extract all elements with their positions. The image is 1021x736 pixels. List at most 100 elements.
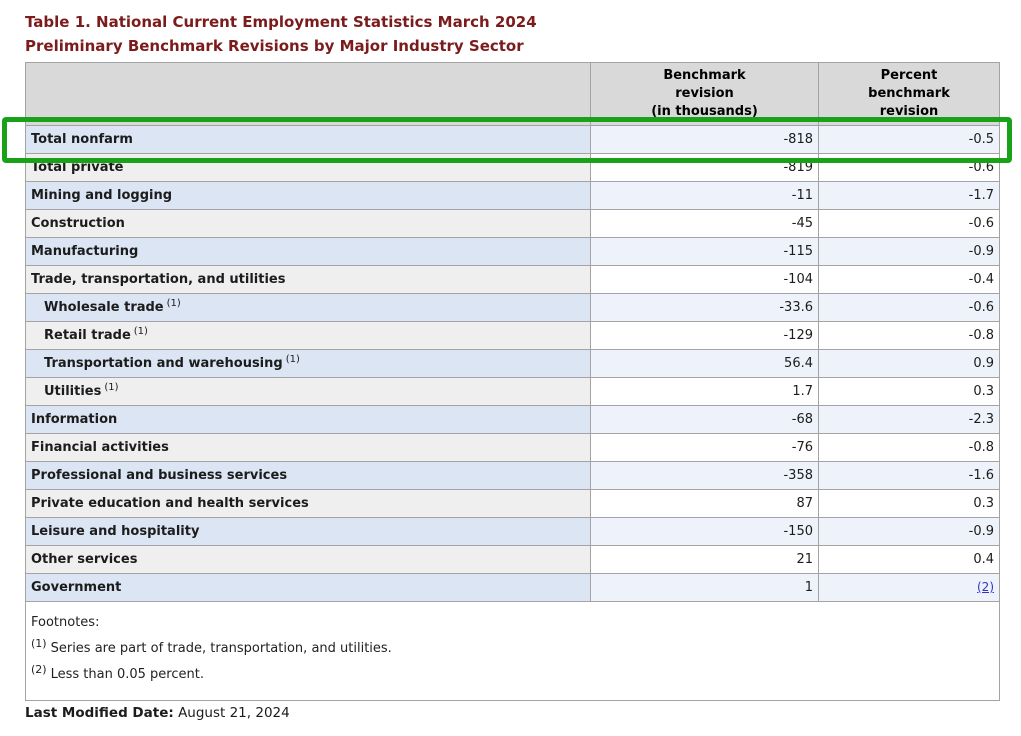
benchmark-revision-value: -358	[590, 461, 819, 490]
benchmark-revision-value: -68	[590, 405, 819, 434]
footnote-item: (2) Less than 0.05 percent.	[31, 662, 989, 688]
footnotes-row: Footnotes: (1) Series are part of trade, …	[25, 601, 1000, 701]
percent-revision-value: -0.8	[818, 321, 1000, 350]
row-label: Private education and health services	[25, 489, 591, 518]
footnote-marker: (1)	[104, 381, 119, 393]
row-label-text: Private education and health services	[31, 496, 309, 511]
table-row: Private education and health services 87 0…	[25, 489, 1000, 518]
last-modified-value: August 21, 2024	[178, 705, 290, 721]
benchmark-revision-value: 1	[590, 573, 819, 602]
percent-revision-value: 0.9	[818, 349, 1000, 378]
last-modified-label: Last Modified Date:	[25, 705, 174, 721]
row-label: Manufacturing	[25, 237, 591, 266]
table-row: Manufacturing -115 -0.9	[25, 237, 1000, 266]
row-label: Professional and business services	[25, 461, 591, 490]
benchmark-revision-value: 56.4	[590, 349, 819, 378]
benchmark-revision-value: -33.6	[590, 293, 819, 322]
percent-revision-value: -0.6	[818, 293, 1000, 322]
footnote-item-text: Series are part of trade, transportation…	[50, 641, 392, 656]
percent-revision-cell: (2)	[818, 573, 1000, 602]
row-label: Utilities (1)	[25, 377, 591, 406]
benchmark-revision-value: -11	[590, 181, 819, 210]
benchmark-revision-value: -45	[590, 209, 819, 238]
percent-revision-value: -0.9	[818, 237, 1000, 266]
row-label-text: Financial activities	[31, 440, 169, 455]
percent-revision-value: -0.9	[818, 517, 1000, 546]
row-label-text: Construction	[31, 216, 125, 231]
percent-revision-value: -0.4	[818, 265, 1000, 294]
table-row: Transportation and warehousing (1) 56.4 0.9	[25, 349, 1000, 378]
footnotes-list: (1) Series are part of trade, transportat…	[31, 636, 989, 688]
percent-revision-value: -1.6	[818, 461, 1000, 490]
footnotes-heading: Footnotes:	[31, 615, 100, 630]
benchmark-revision-value: -115	[590, 237, 819, 266]
percent-revision-value: 0.3	[818, 377, 1000, 406]
header-percent-revision-column: Percent benchmark revision	[818, 62, 1000, 126]
table-row: Government 1 (2)	[25, 573, 1000, 602]
row-label: Information	[25, 405, 591, 434]
percent-revision-value: -0.6	[818, 209, 1000, 238]
row-label-text: Trade, transportation, and utilities	[31, 272, 286, 287]
row-label-text: Mining and logging	[31, 188, 173, 203]
percent-revision-value: 0.3	[818, 489, 1000, 518]
percent-revision-value: -0.6	[818, 153, 1000, 182]
row-label: Retail trade (1)	[25, 321, 591, 350]
benchmark-revision-value: -150	[590, 517, 819, 546]
benchmark-revisions-table: Benchmark revision (in thousands) Percen…	[25, 62, 1000, 701]
row-label-text: Transportation and warehousing	[44, 356, 283, 371]
row-label-text: Total private	[31, 160, 124, 175]
row-label: Wholesale trade (1)	[25, 293, 591, 322]
footnotes-cell: Footnotes: (1) Series are part of trade, …	[25, 601, 1000, 701]
benchmark-revision-value: 1.7	[590, 377, 819, 406]
row-label-text: Manufacturing	[31, 244, 139, 259]
percent-revision-value: 0.4	[818, 545, 1000, 574]
footnote-item: (1) Series are part of trade, transportat…	[31, 636, 989, 662]
benchmark-revision-value: -129	[590, 321, 819, 350]
row-label: Total nonfarm	[25, 125, 591, 154]
row-label-text: Utilities	[44, 384, 102, 399]
row-label-text: Leisure and hospitality	[31, 524, 200, 539]
benchmark-revision-value: -76	[590, 433, 819, 462]
row-label-text: Retail trade	[44, 328, 131, 343]
row-label: Other services	[25, 545, 591, 574]
table-header: Benchmark revision (in thousands) Percen…	[25, 62, 1000, 126]
table-row: Total private -819 -0.6	[25, 153, 1000, 182]
table-row: Information -68 -2.3	[25, 405, 1000, 434]
table-row: Leisure and hospitality -150 -0.9	[25, 517, 1000, 546]
header-benchmark-revision-column: Benchmark revision (in thousands)	[590, 62, 819, 126]
percent-revision-value: -0.5	[818, 125, 1000, 154]
title-line-1: Table 1. National Current Employment Sta…	[25, 13, 537, 31]
footnote-item-marker: (2)	[31, 662, 47, 676]
row-label-text: Total nonfarm	[31, 132, 133, 147]
row-label: Total private	[25, 153, 591, 182]
percent-revision-value: -0.8	[818, 433, 1000, 462]
table-row-highlighted: Total nonfarm -818 -0.5	[25, 125, 1000, 154]
row-label: Transportation and warehousing (1)	[25, 349, 591, 378]
row-label: Financial activities	[25, 433, 591, 462]
footnote-2-link[interactable]: (2)	[977, 580, 994, 594]
table-row: Retail trade (1) -129 -0.8	[25, 321, 1000, 350]
row-label-text: Wholesale trade	[44, 300, 164, 315]
row-label: Mining and logging	[25, 181, 591, 210]
table-row: Construction -45 -0.6	[25, 209, 1000, 238]
table-row: Wholesale trade (1) -33.6 -0.6	[25, 293, 1000, 322]
title-line-2: Preliminary Benchmark Revisions by Major…	[25, 37, 524, 55]
footnote-marker: (1)	[166, 297, 181, 309]
row-label: Construction	[25, 209, 591, 238]
table-row: Utilities (1) 1.7 0.3	[25, 377, 1000, 406]
header-industry-column	[25, 62, 591, 126]
page-title: Table 1. National Current Employment Sta…	[25, 10, 537, 58]
table-footnotes-section: Footnotes: (1) Series are part of trade, …	[25, 601, 1000, 701]
row-label: Trade, transportation, and utilities	[25, 265, 591, 294]
percent-revision-value: -1.7	[818, 181, 1000, 210]
table-row: Mining and logging -11 -1.7	[25, 181, 1000, 210]
row-label-text: Government	[31, 580, 122, 595]
benchmark-revision-value: -819	[590, 153, 819, 182]
footnote-item-text: Less than 0.05 percent.	[50, 667, 204, 682]
row-label: Government	[25, 573, 591, 602]
percent-revision-value: -2.3	[818, 405, 1000, 434]
table-row: Other services 21 0.4	[25, 545, 1000, 574]
footnote-item-marker: (1)	[31, 636, 47, 650]
row-label: Leisure and hospitality	[25, 517, 591, 546]
